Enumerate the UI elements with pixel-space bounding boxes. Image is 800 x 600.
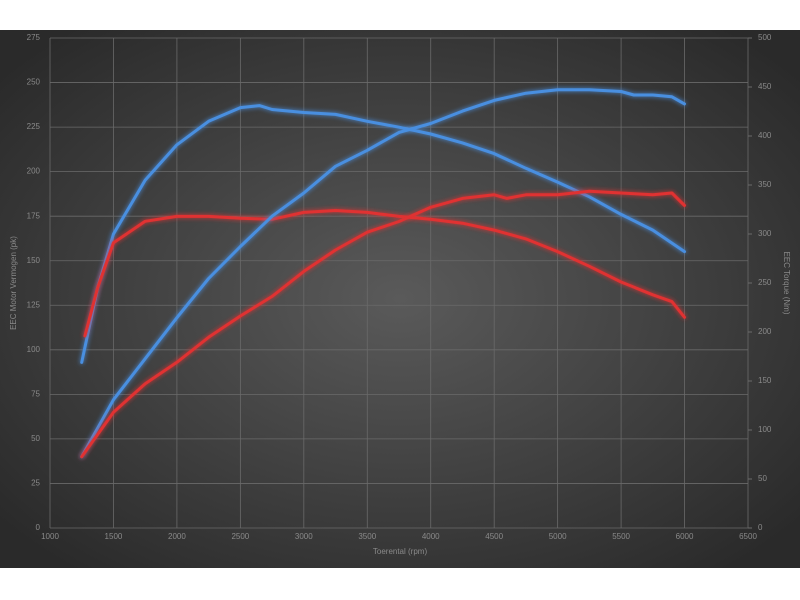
y-tick-label: 125 [27,300,41,309]
y2-tick-label: 400 [758,131,772,140]
y2-tick-label: 500 [758,33,772,42]
chart-background [0,30,800,568]
series-line [80,104,686,364]
y-tick-label: 225 [27,122,41,131]
x-tick-label: 4500 [485,532,503,541]
y2-axis-label: EEC Torque (Nm) [782,252,791,315]
series-line [80,88,686,459]
x-tick-label: 2500 [231,532,249,541]
x-tick-label: 5500 [612,532,630,541]
y-tick-label: 250 [27,78,41,87]
y-tick-label: 75 [31,389,40,398]
x-axis-label: Toerental (rpm) [373,547,428,556]
y2-tick-label: 200 [758,327,772,336]
y2-tick-label: 300 [758,229,772,238]
y-tick-label: 100 [27,345,41,354]
y-tick-label: 175 [27,211,41,220]
x-tick-label: 6500 [739,532,757,541]
x-tick-label: 3500 [358,532,376,541]
y-tick-label: 50 [31,434,40,443]
x-tick-label: 5000 [549,532,567,541]
y-tick-label: 150 [27,256,41,265]
y2-tick-label: 350 [758,180,772,189]
y-tick-label: 200 [27,167,41,176]
y2-tick-label: 100 [758,425,772,434]
x-tick-label: 2000 [168,532,186,541]
y2-tick-label: 0 [758,523,763,532]
y2-tick-label: 450 [758,82,772,91]
x-tick-label: 3000 [295,532,313,541]
series-line [80,189,686,459]
x-tick-label: 1500 [105,532,123,541]
y-axis-label: EEC Motor Vermogen (pk) [9,236,18,330]
y2-tick-label: 150 [758,376,772,385]
x-tick-label: 4000 [422,532,440,541]
y2-tick-label: 250 [758,278,772,287]
y-tick-label: 0 [36,523,41,532]
y-tick-label: 25 [31,479,40,488]
y-tick-label: 275 [27,33,41,42]
y2-tick-label: 50 [758,474,767,483]
x-tick-label: 1000 [41,532,59,541]
x-tick-label: 6000 [676,532,694,541]
series-line [83,209,686,338]
